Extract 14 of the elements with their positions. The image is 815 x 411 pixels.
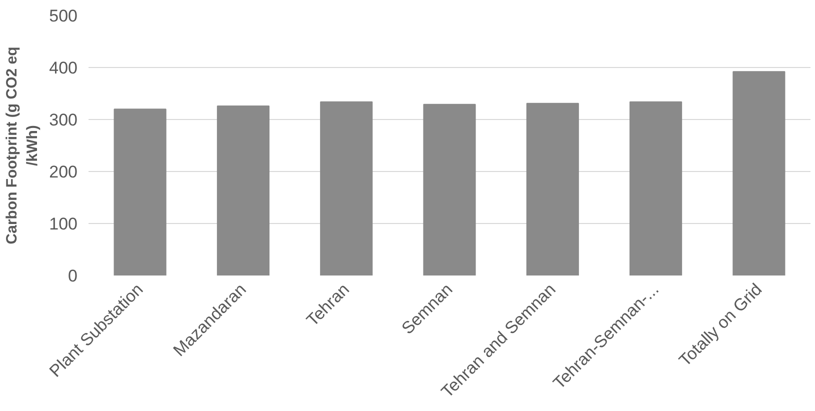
y-tick-label: 500 [49,6,78,26]
bar [526,102,579,276]
bar [216,105,270,276]
y-tick-label: 400 [49,58,78,78]
bar [732,71,786,276]
y-tick-label: 0 [68,266,78,286]
y-tick-label: 100 [49,214,78,234]
y-tick-label: 200 [49,162,78,182]
y-axis-title: Carbon Footprint (g CO2 eq /kWh) [4,46,42,244]
bar [320,101,373,276]
bar [423,104,476,276]
bar [114,108,166,276]
bar [630,101,682,276]
y-tick-label: 300 [49,110,78,130]
